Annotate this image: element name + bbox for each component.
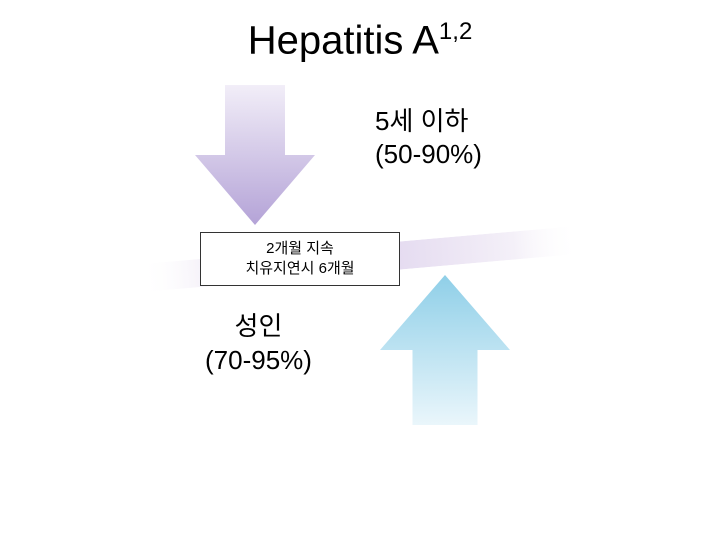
label-adult-line1: 성인	[205, 310, 312, 344]
label-under-5-line1: 5세 이하	[375, 105, 482, 138]
label-under-5-line2: (50-90%)	[375, 138, 482, 171]
down-arrow-icon	[195, 85, 315, 225]
label-adult-line2: (70-95%)	[205, 344, 312, 378]
center-box: 2개월 지속 치유지연시 6개월	[200, 232, 400, 286]
label-under-5: 5세 이하 (50-90%)	[375, 105, 482, 170]
page-title: Hepatitis A1,2	[0, 18, 720, 63]
title-sup: 1,2	[439, 18, 472, 45]
label-adult: 성인 (70-95%)	[205, 310, 312, 378]
center-box-line2: 치유지연시 6개월	[245, 259, 354, 279]
title-main: Hepatitis A	[248, 18, 439, 62]
center-box-line1: 2개월 지속	[266, 239, 334, 259]
up-arrow-icon	[380, 275, 510, 425]
